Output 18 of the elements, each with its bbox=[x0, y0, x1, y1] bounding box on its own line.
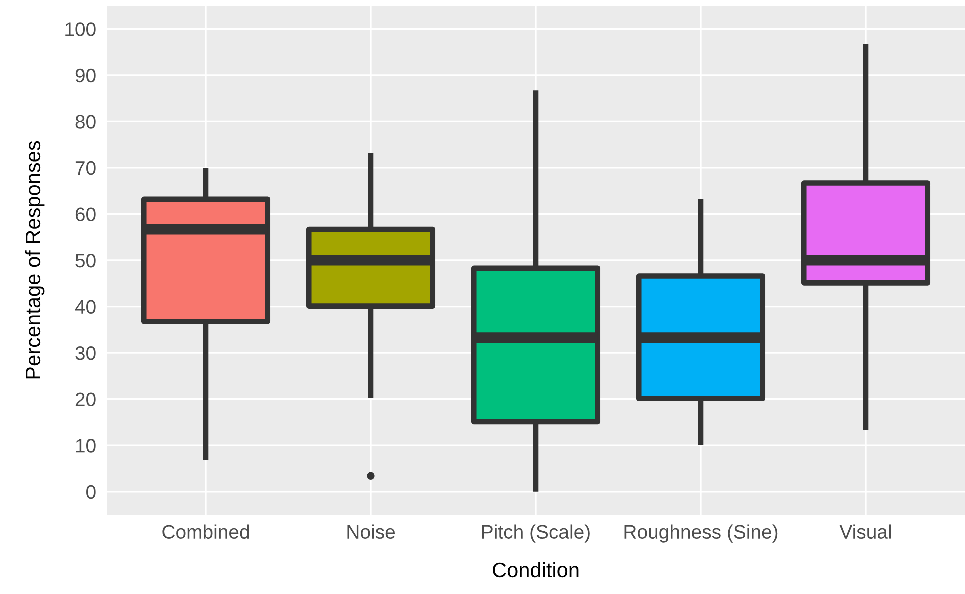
y-tick-label: 40 bbox=[75, 300, 96, 314]
x-axis-title: Condition bbox=[493, 562, 579, 578]
y-tick-label: 100 bbox=[66, 22, 96, 36]
x-tick-label: Noise bbox=[348, 524, 395, 540]
y-tick-label: 50 bbox=[76, 254, 96, 268]
y-tick-label: 60 bbox=[76, 208, 96, 222]
y-tick-label: 10 bbox=[76, 439, 96, 453]
x-tick-label: Combined bbox=[162, 524, 250, 540]
x-tick-label: Visual bbox=[840, 524, 892, 540]
x-tick-label: Pitch (Scale) bbox=[482, 524, 590, 543]
y-axis-title: Percentage of Responses bbox=[25, 141, 45, 379]
y-tick-label: 80 bbox=[76, 115, 96, 129]
y-tick-label: 0 bbox=[86, 485, 96, 500]
x-tick-label: Roughness (Sine) bbox=[624, 524, 778, 543]
y-tick-label: 90 bbox=[76, 68, 96, 83]
y-tick-label: 20 bbox=[76, 392, 96, 407]
y-tick-label: 30 bbox=[76, 346, 96, 360]
y-tick-label: 70 bbox=[76, 161, 96, 176]
